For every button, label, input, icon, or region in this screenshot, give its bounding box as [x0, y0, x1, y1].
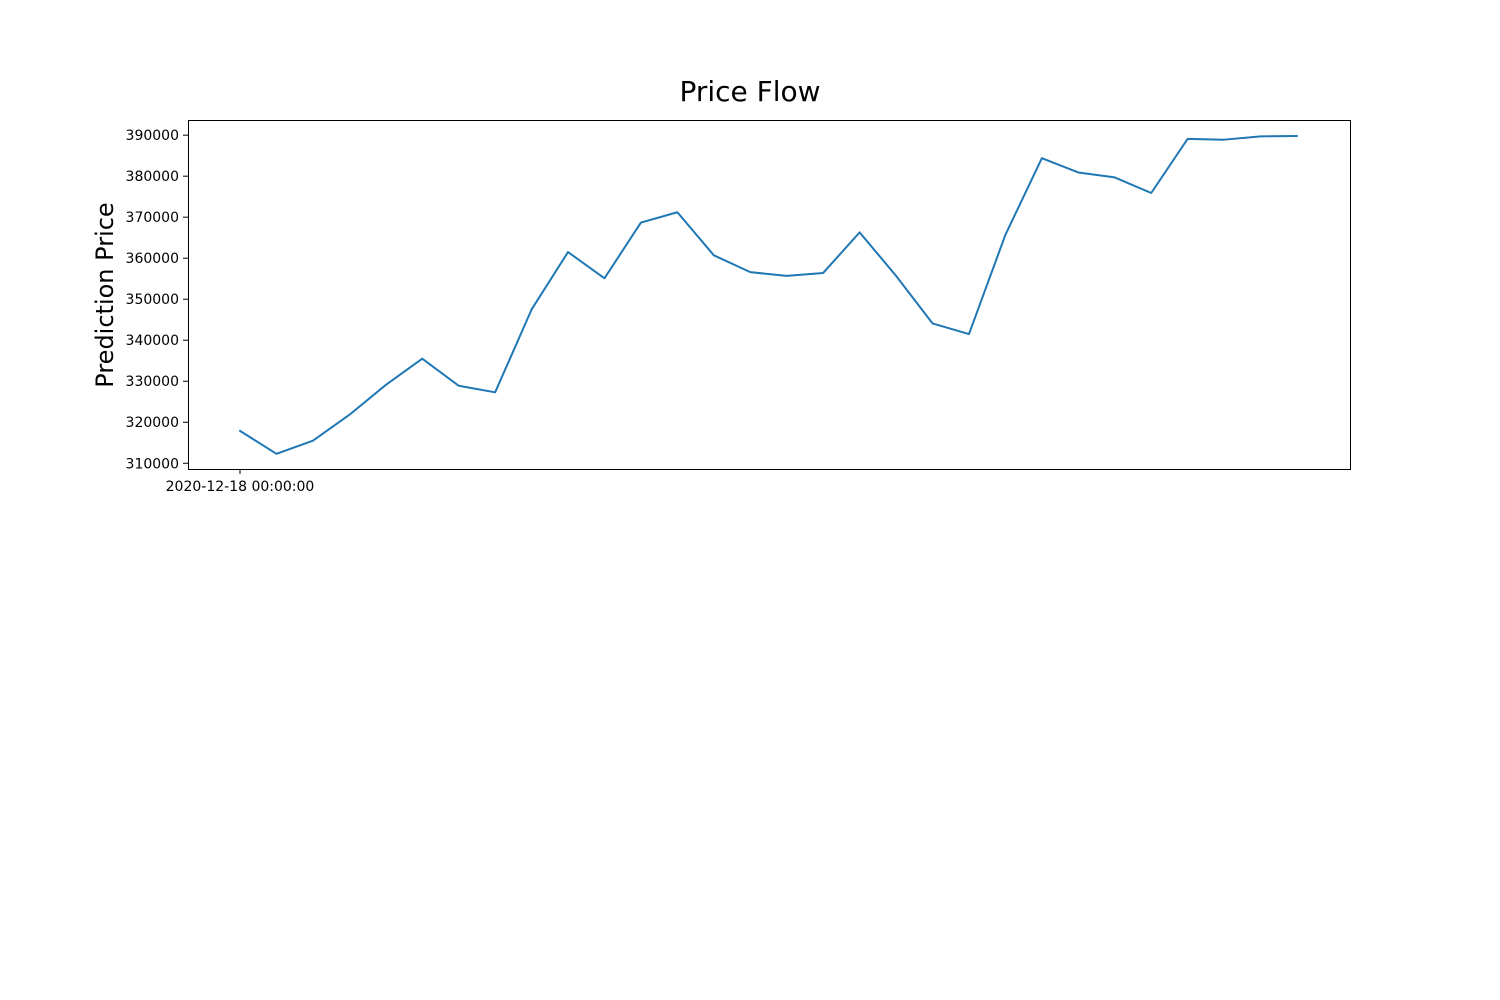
y-tick-label: 330000 [126, 374, 179, 390]
y-axis-label: Prediction Price [91, 202, 119, 387]
y-tick-label: 310000 [126, 456, 179, 472]
y-tick-label: 340000 [126, 333, 179, 349]
plot-frame [188, 120, 1351, 470]
y-tick-label: 380000 [126, 169, 179, 185]
x-tick-label: 2020-12-18 00:00:00 [166, 479, 315, 495]
y-tick-label: 320000 [126, 415, 179, 431]
y-tick-label: 390000 [126, 128, 179, 144]
y-tick-label: 370000 [126, 210, 179, 226]
y-tick-label: 350000 [126, 292, 179, 308]
chart-title: Price Flow [679, 75, 820, 108]
y-tick-label: 360000 [126, 251, 179, 267]
y-axis-ticks: 310000 320000 330000 340000 350000 360000 3700… [126, 128, 188, 472]
series-group [239, 134, 1298, 455]
series-line [239, 134, 1298, 455]
